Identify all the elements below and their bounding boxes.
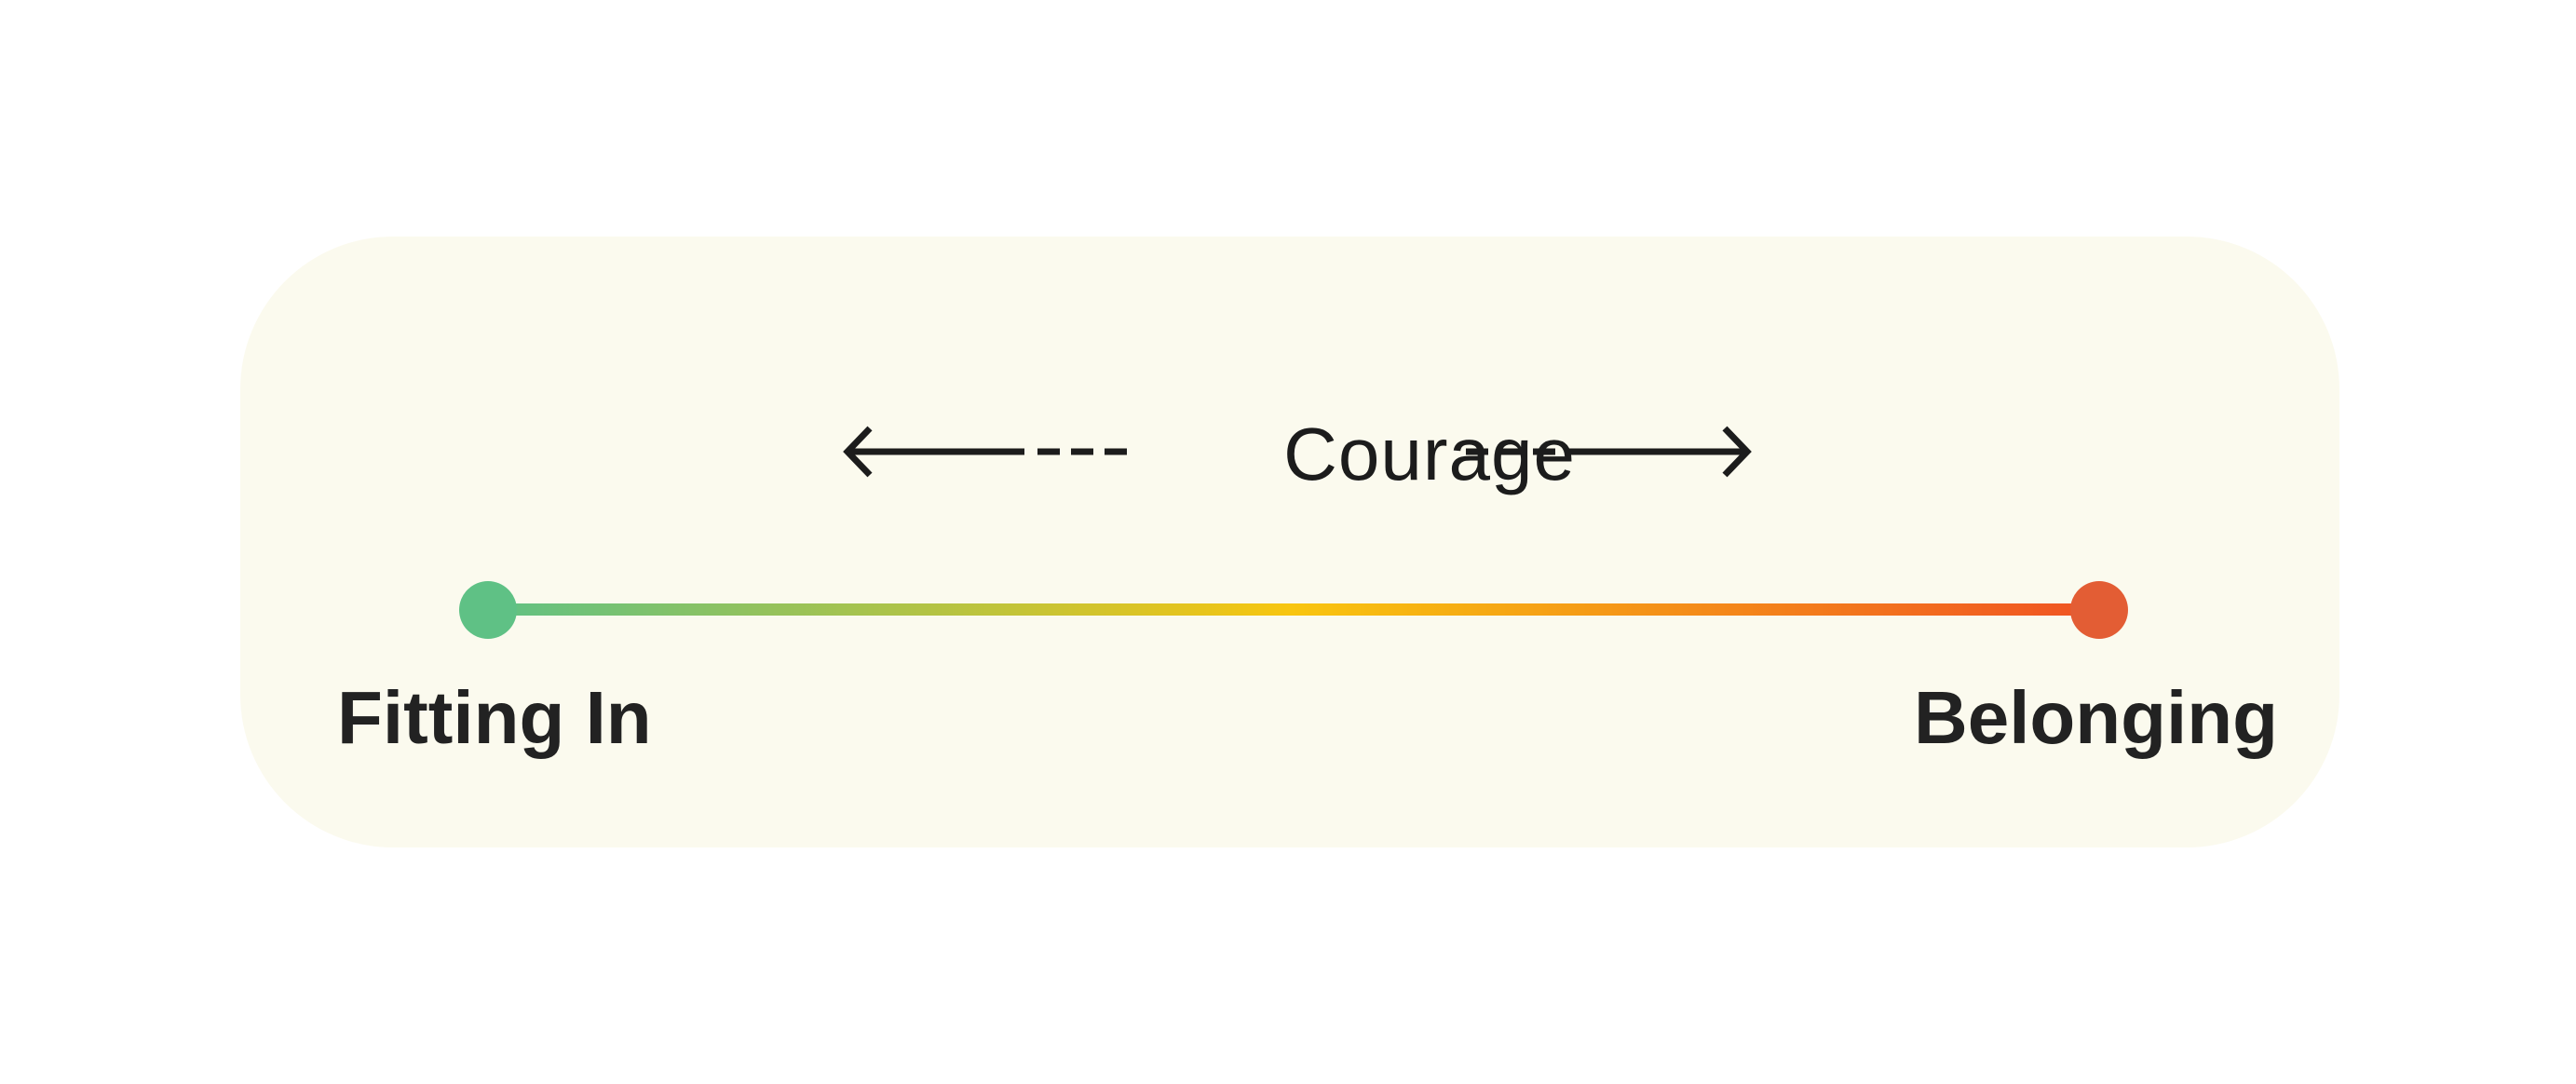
left-arrow-icon — [843, 426, 1127, 478]
right-endpoint-dot — [2070, 581, 2128, 639]
gradient-bar — [487, 603, 2098, 616]
courage-label: Courage — [1283, 413, 1576, 495]
fitting-in-label: Fitting In — [337, 676, 652, 759]
right-arrow-icon — [1466, 426, 1752, 478]
belonging-label: Belonging — [1913, 676, 2278, 759]
diagram-card — [240, 237, 2339, 847]
left-endpoint-dot — [459, 581, 517, 639]
spectrum-line — [240, 559, 2339, 661]
courage-arrows — [843, 426, 1752, 478]
courage-axis: Courage — [240, 391, 2339, 512]
